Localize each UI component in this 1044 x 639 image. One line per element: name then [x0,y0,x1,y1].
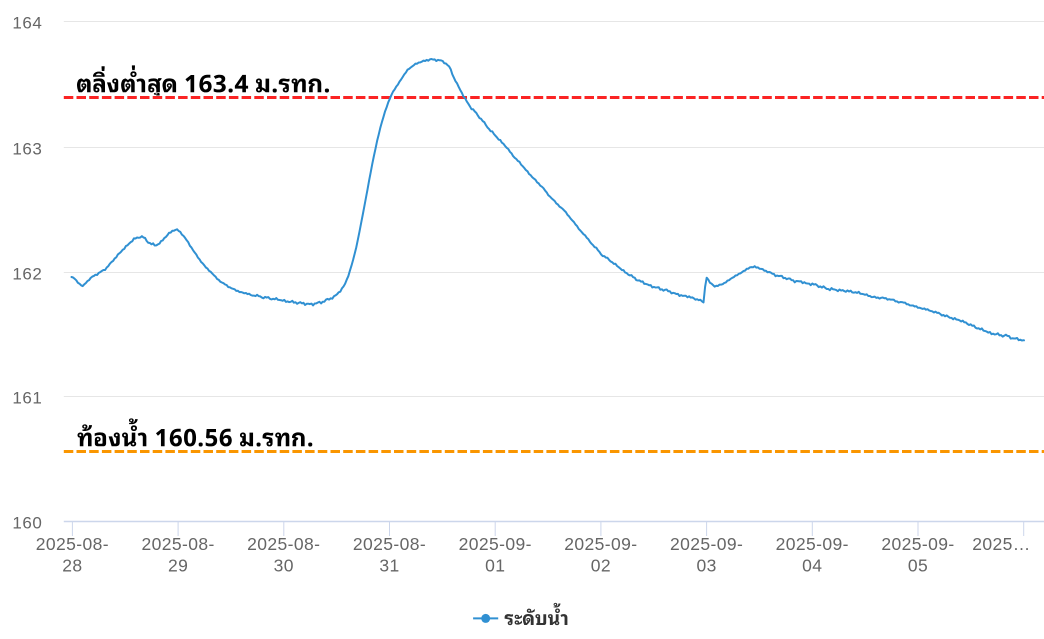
svg-text:2025-08-: 2025-08- [353,534,426,554]
svg-text:162: 162 [12,265,42,284]
svg-text:28: 28 [62,556,82,576]
svg-text:2025-09-: 2025-09- [459,534,532,554]
svg-text:161: 161 [12,389,42,408]
svg-text:2025-08-: 2025-08- [36,534,109,554]
svg-text:04: 04 [802,556,822,576]
svg-text:29: 29 [168,556,188,576]
svg-text:2025-08-: 2025-08- [141,534,214,554]
svg-text:30: 30 [274,556,294,576]
svg-text:164: 164 [12,14,42,33]
svg-text:160: 160 [12,514,42,533]
svg-text:2025-09-: 2025-09- [881,534,954,554]
svg-text:02: 02 [591,556,611,576]
svg-text:2025-09-: 2025-09- [670,534,743,554]
svg-text:31: 31 [379,556,399,576]
svg-text:2025…: 2025… [972,534,1030,554]
svg-text:2025-09-: 2025-09- [776,534,849,554]
svg-text:163: 163 [12,140,42,159]
svg-text:2025-08-: 2025-08- [247,534,320,554]
svg-text:05: 05 [908,556,928,576]
svg-text:03: 03 [696,556,716,576]
svg-text:01: 01 [485,556,505,576]
svg-text:2025-09-: 2025-09- [564,534,637,554]
